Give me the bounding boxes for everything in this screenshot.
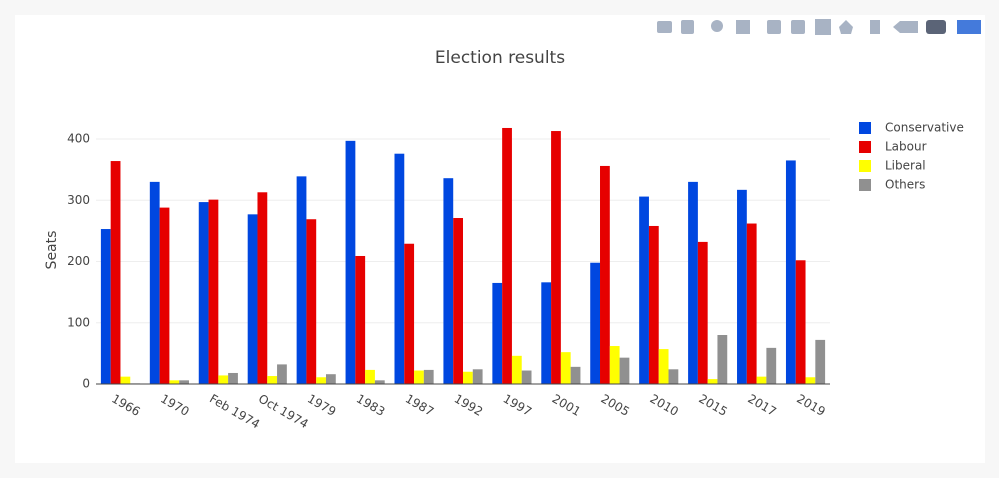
bar bbox=[169, 380, 180, 384]
pan-button[interactable] bbox=[736, 20, 750, 34]
bar bbox=[560, 352, 571, 384]
bar bbox=[511, 355, 522, 384]
bar bbox=[648, 225, 659, 384]
hover-closest-button[interactable] bbox=[893, 21, 918, 33]
bar bbox=[325, 374, 336, 384]
bar bbox=[179, 380, 189, 384]
legend-swatch bbox=[859, 122, 871, 134]
reset-button[interactable] bbox=[839, 20, 853, 34]
bar bbox=[609, 346, 620, 384]
bar bbox=[639, 196, 649, 384]
legend-label: Labour bbox=[885, 140, 927, 154]
spike-button[interactable] bbox=[870, 20, 880, 34]
bar bbox=[277, 364, 287, 384]
legend-swatch bbox=[859, 160, 871, 172]
bar bbox=[590, 262, 601, 384]
bar bbox=[453, 218, 463, 384]
bar bbox=[717, 335, 728, 384]
toolbar bbox=[657, 19, 981, 35]
bar bbox=[120, 376, 131, 384]
bar bbox=[355, 255, 366, 384]
bar bbox=[208, 199, 219, 384]
bar bbox=[159, 207, 170, 384]
zoom-in-button[interactable] bbox=[767, 20, 781, 34]
legend-label: Others bbox=[885, 178, 925, 192]
y-tick-label: 300 bbox=[67, 193, 90, 207]
bar bbox=[404, 243, 415, 384]
bar bbox=[658, 349, 669, 384]
bar bbox=[423, 369, 434, 384]
bar bbox=[600, 165, 610, 384]
zoom-out-button[interactable] bbox=[791, 20, 805, 34]
bar bbox=[766, 347, 777, 384]
bar bbox=[746, 223, 757, 384]
bar bbox=[296, 176, 307, 384]
bar bbox=[463, 371, 473, 384]
bar bbox=[785, 160, 796, 384]
bar bbox=[541, 282, 552, 384]
y-tick-label: 200 bbox=[67, 254, 90, 268]
bar bbox=[149, 181, 160, 384]
bar bbox=[805, 377, 816, 384]
bar bbox=[110, 161, 121, 384]
bar bbox=[257, 192, 268, 384]
chart-title: Election results bbox=[435, 48, 565, 68]
bar bbox=[365, 369, 375, 384]
bar bbox=[247, 214, 258, 384]
bar bbox=[502, 127, 512, 384]
y-tick-label: 100 bbox=[67, 315, 90, 329]
bar bbox=[756, 376, 767, 384]
legend-swatch bbox=[859, 141, 871, 153]
bar bbox=[472, 369, 483, 384]
bar bbox=[100, 229, 111, 384]
plotly-logo[interactable] bbox=[957, 20, 981, 34]
bar bbox=[267, 376, 278, 384]
y-tick-label: 400 bbox=[67, 132, 90, 146]
bar bbox=[443, 178, 454, 384]
bar bbox=[570, 366, 581, 384]
bar bbox=[316, 377, 326, 384]
bar bbox=[394, 153, 405, 384]
bar bbox=[521, 370, 532, 384]
legend-swatch bbox=[859, 179, 871, 191]
bar bbox=[688, 181, 698, 384]
save-button[interactable] bbox=[681, 20, 694, 34]
zoom-button[interactable] bbox=[711, 20, 723, 32]
bar bbox=[619, 357, 630, 384]
bar bbox=[737, 189, 747, 384]
legend-label: Conservative bbox=[885, 121, 964, 135]
bar bbox=[198, 202, 209, 384]
camera-button[interactable] bbox=[657, 21, 672, 33]
y-axis-title: Seats bbox=[44, 231, 60, 270]
bar bbox=[345, 140, 356, 384]
bar bbox=[668, 369, 679, 384]
chart-card bbox=[15, 15, 985, 463]
bar bbox=[374, 380, 385, 384]
bar bbox=[707, 379, 718, 384]
bar bbox=[815, 339, 826, 384]
bar bbox=[218, 375, 229, 384]
bar bbox=[414, 370, 424, 384]
bar bbox=[795, 260, 806, 384]
autoscale-button[interactable] bbox=[815, 19, 831, 35]
y-tick-label: 0 bbox=[82, 377, 90, 391]
hover-compare-button[interactable] bbox=[926, 20, 946, 34]
bar bbox=[697, 241, 708, 384]
bar bbox=[228, 372, 238, 384]
bar bbox=[306, 219, 317, 384]
bar bbox=[492, 282, 503, 384]
legend-label: Liberal bbox=[885, 159, 926, 173]
bar bbox=[551, 131, 561, 384]
